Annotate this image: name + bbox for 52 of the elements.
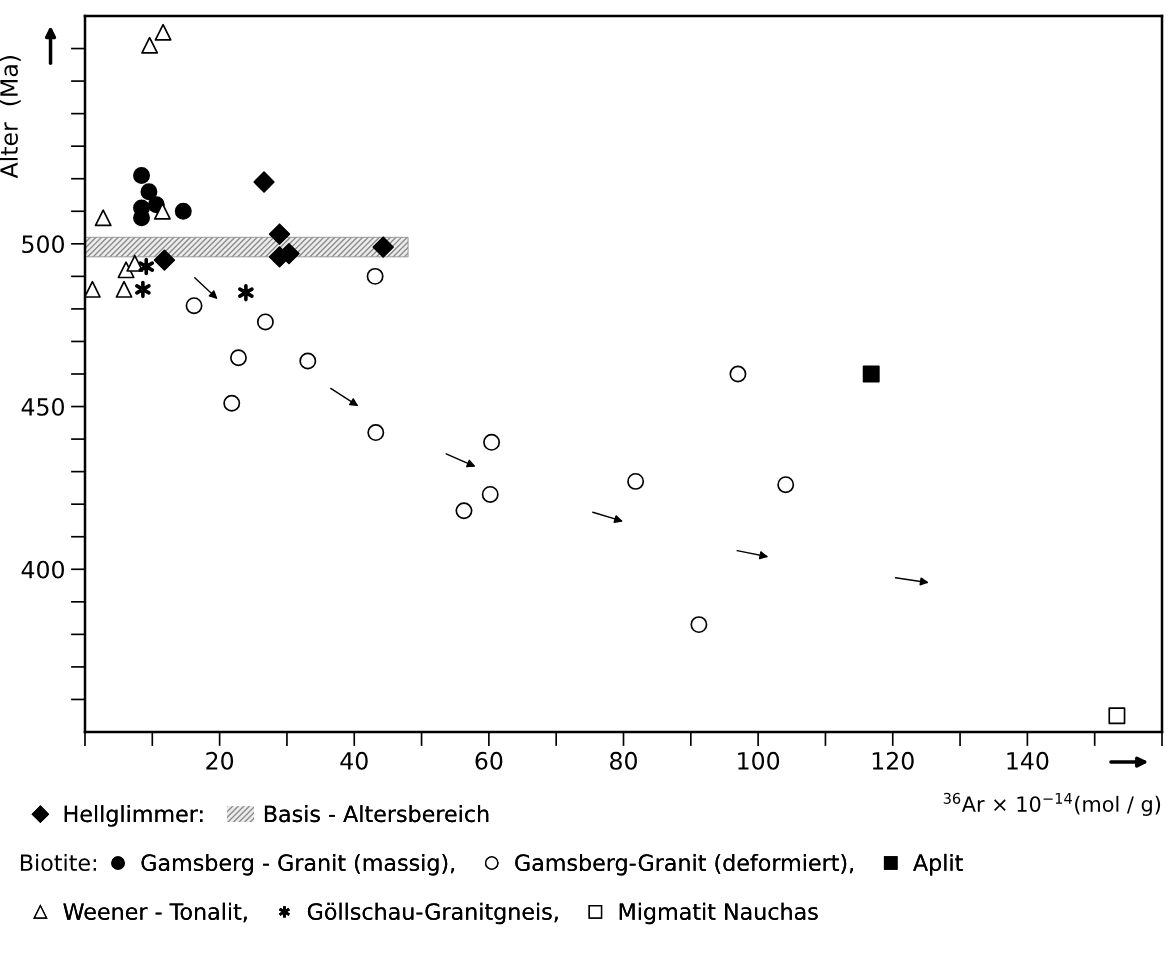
legend-label: Weener - Tonalit, bbox=[63, 902, 247, 923]
point bbox=[1108, 707, 1126, 725]
point bbox=[455, 502, 473, 520]
point bbox=[133, 166, 151, 184]
y-tick-label: 500 bbox=[22, 235, 64, 254]
legend-label: Göllschau-Granitgneis, bbox=[307, 902, 558, 925]
point bbox=[94, 209, 112, 227]
point bbox=[85, 280, 101, 298]
x-tick-label: 140 bbox=[1007, 751, 1049, 770]
point bbox=[135, 280, 151, 299]
x-tick-label: 40 bbox=[340, 751, 368, 770]
point bbox=[115, 280, 133, 298]
point bbox=[229, 349, 247, 367]
legend-label: Hellglimmer: bbox=[64, 805, 203, 827]
x-tick-label: 20 bbox=[206, 751, 234, 770]
point bbox=[777, 476, 795, 494]
x-tick-label: 60 bbox=[475, 751, 503, 770]
point bbox=[366, 267, 384, 285]
point bbox=[268, 223, 291, 245]
legend-label: Gamsberg - Granit (massig), bbox=[141, 853, 455, 876]
point bbox=[481, 485, 499, 503]
x-axis-title: $^{36}$Ar × 10$^{−14}$(mol / g) bbox=[943, 792, 1161, 816]
point bbox=[223, 394, 241, 412]
point bbox=[256, 313, 274, 331]
y-tick-label: 450 bbox=[21, 397, 64, 416]
point bbox=[627, 472, 645, 490]
point bbox=[367, 424, 385, 442]
point bbox=[138, 257, 155, 276]
point bbox=[729, 365, 747, 383]
legend-label: Basis - Altersbereich bbox=[264, 805, 489, 823]
text: Biotite: bbox=[20, 853, 96, 872]
point bbox=[140, 183, 158, 201]
point bbox=[185, 297, 203, 315]
point bbox=[690, 616, 708, 634]
point bbox=[141, 36, 159, 54]
point bbox=[174, 202, 192, 220]
point bbox=[253, 171, 275, 193]
legend-label: Aplit bbox=[913, 853, 963, 876]
x-tick-label: 100 bbox=[738, 751, 780, 770]
point bbox=[154, 23, 172, 41]
point bbox=[862, 365, 880, 383]
y-axis-title: Alter (Ma) bbox=[0, 56, 21, 179]
point bbox=[299, 352, 317, 370]
point bbox=[153, 249, 176, 271]
legend-label: Gamsberg-Granit (deformiert), bbox=[515, 853, 854, 876]
point bbox=[372, 236, 394, 258]
x-tick-label: 80 bbox=[610, 751, 637, 770]
x-tick-label: 120 bbox=[872, 751, 914, 770]
point bbox=[483, 433, 501, 451]
legend-label: Migmatit Nauchas bbox=[619, 902, 818, 925]
y-tick-label: 400 bbox=[21, 560, 64, 579]
point bbox=[238, 283, 254, 302]
